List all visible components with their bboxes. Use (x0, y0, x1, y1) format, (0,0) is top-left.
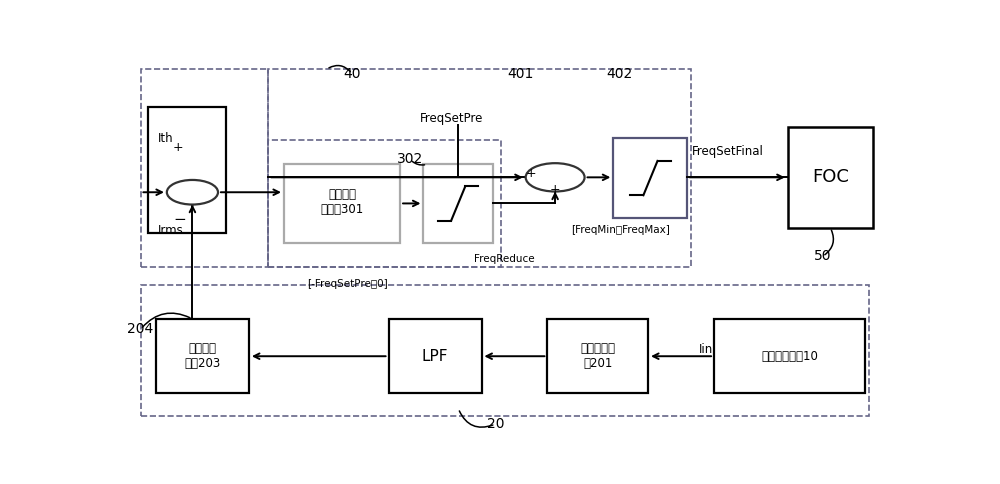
Text: FreqSetPre: FreqSetPre (420, 112, 483, 125)
Text: 50: 50 (814, 249, 831, 263)
Text: [FreqMin，FreqMax]: [FreqMin，FreqMax] (571, 225, 670, 235)
Text: −: − (173, 212, 186, 227)
Circle shape (167, 180, 218, 205)
Text: FreqSetFinal: FreqSetFinal (692, 145, 763, 158)
Text: 204: 204 (127, 322, 154, 336)
Text: 第二运算
单元203: 第二运算 单元203 (184, 342, 221, 370)
Bar (148, 106, 226, 233)
Text: 比例积分
调节器301: 比例积分 调节器301 (320, 188, 364, 216)
Text: Ith: Ith (158, 132, 173, 145)
Circle shape (526, 163, 585, 192)
Text: 402: 402 (606, 67, 633, 81)
Bar (388, 319, 482, 393)
Text: [-FreqSetPre，0]: [-FreqSetPre，0] (307, 279, 388, 288)
Bar (547, 319, 648, 393)
Text: 302: 302 (397, 152, 423, 166)
Text: 401: 401 (507, 67, 533, 81)
Bar (156, 319, 249, 393)
Text: +: + (526, 167, 536, 180)
Bar (284, 164, 400, 242)
Text: 电流检测模块10: 电流检测模块10 (762, 350, 818, 363)
Bar (714, 319, 865, 393)
Bar (613, 138, 687, 218)
Bar (140, 286, 869, 416)
Bar (140, 69, 268, 267)
Bar (268, 140, 501, 267)
Text: 20: 20 (487, 417, 504, 431)
Bar (268, 69, 691, 267)
Text: Iin: Iin (698, 343, 713, 356)
Text: FOC: FOC (812, 168, 849, 186)
Bar (788, 127, 873, 227)
Text: Irms: Irms (158, 224, 183, 237)
Bar (423, 164, 493, 242)
Text: LPF: LPF (422, 349, 448, 363)
Text: 第一运算单
元201: 第一运算单 元201 (580, 342, 615, 370)
Text: +: + (550, 183, 560, 196)
Text: 40: 40 (343, 67, 361, 81)
Text: +: + (173, 141, 184, 154)
Text: FreqReduce: FreqReduce (474, 254, 534, 264)
